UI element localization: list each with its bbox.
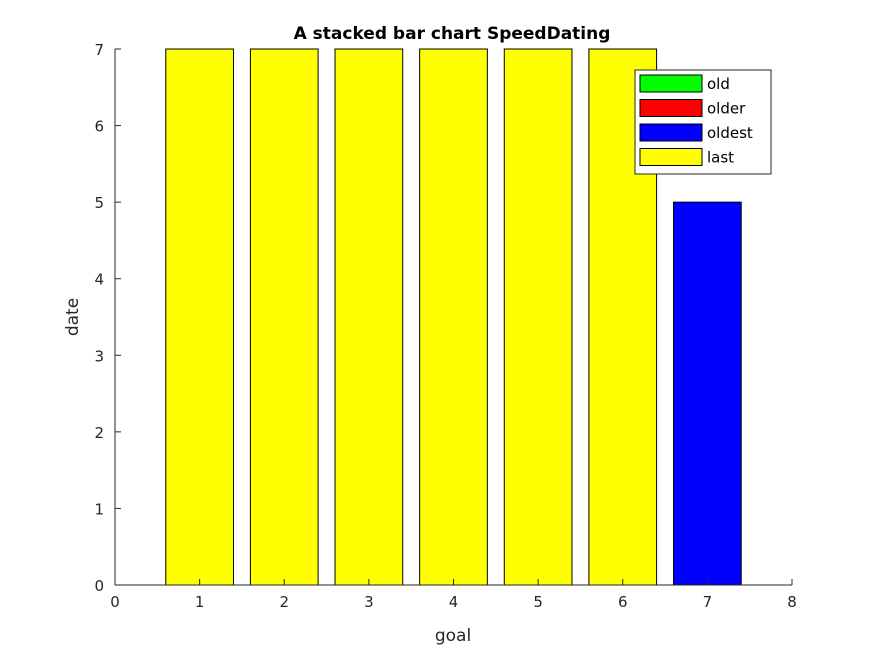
- legend-swatch-oldest: [639, 123, 703, 142]
- legend-swatch-older: [639, 99, 703, 117]
- x-tick-label-8: 8: [787, 593, 797, 611]
- bar-last-2: [249, 48, 319, 586]
- legend: old older oldest last: [634, 69, 772, 175]
- legend-label-old: old: [707, 75, 730, 93]
- legend-swatch-old: [639, 74, 703, 93]
- x-tick-label-2: 2: [279, 593, 289, 611]
- y-tick-label-6: 6: [94, 118, 104, 136]
- bar-last-1: [165, 48, 234, 586]
- x-tick-label-5: 5: [533, 593, 543, 611]
- y-axis-label: date: [63, 298, 83, 336]
- legend-label-older: older: [707, 100, 746, 118]
- bar-oldest-7: [673, 201, 742, 586]
- x-tick-label-6: 6: [618, 593, 628, 611]
- x-tick-label-0: 0: [110, 593, 120, 611]
- y-tick-label-4: 4: [94, 271, 104, 289]
- x-tick-label-7: 7: [703, 593, 713, 611]
- legend-label-oldest: oldest: [707, 124, 753, 142]
- bar-last-3: [334, 48, 404, 586]
- legend-label-last: last: [707, 149, 734, 167]
- x-axis-label: goal: [435, 626, 471, 646]
- legend-swatch-last: [639, 148, 703, 166]
- y-tick-label-3: 3: [94, 347, 104, 365]
- x-tick-label-3: 3: [364, 593, 374, 611]
- y-tick-label-5: 5: [94, 194, 104, 212]
- y-tick-label-0: 0: [94, 577, 104, 595]
- y-tick-label-1: 1: [94, 500, 104, 518]
- x-tick-label-1: 1: [195, 593, 205, 611]
- y-tick-label-7: 7: [94, 41, 104, 59]
- axes-layer: 0 1 2 3 4 5 6 7 8 0 1 2 3 4 5 6 7: [94, 41, 796, 611]
- bar-last-5: [503, 48, 573, 586]
- x-tick-label-4: 4: [449, 593, 459, 611]
- chart-title: A stacked bar chart SpeedDating: [294, 24, 611, 44]
- bars-layer: [165, 48, 742, 586]
- bar-last-4: [419, 48, 488, 586]
- y-tick-label-2: 2: [94, 424, 104, 442]
